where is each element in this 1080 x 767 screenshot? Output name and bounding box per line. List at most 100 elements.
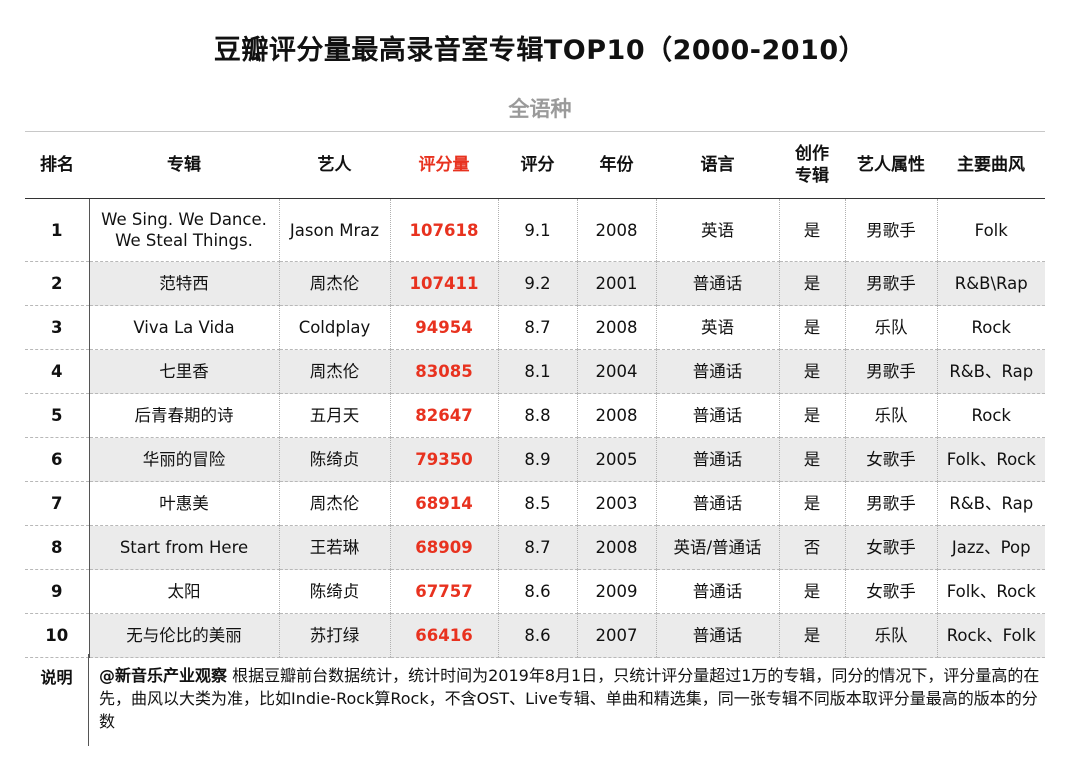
album-title-line1: 范特西 [159, 274, 209, 293]
artist-type-cell: 乐队 [844, 613, 937, 658]
rank-cell: 2 [25, 261, 90, 306]
header-original-line2: 专辑 [795, 166, 829, 186]
rating-count-cell: 79350 [389, 437, 498, 482]
album-title-line1: 叶惠美 [159, 494, 209, 513]
album-title-line1: We Sing. We Dance. [101, 210, 267, 229]
language-cell: 普通话 [655, 349, 779, 394]
artist-type-cell: 乐队 [844, 393, 937, 438]
year-cell: 2008 [576, 305, 656, 350]
rank-cell: 6 [25, 437, 90, 482]
rank-cell: 8 [25, 525, 90, 570]
table-row: 7 叶惠美 周杰伦 68914 8.5 2003 普通话是男歌手 R&B、Rap [25, 481, 1045, 526]
album-cell: 华丽的冒险 [88, 437, 279, 482]
artist-cell: 陈绮贞 [278, 437, 390, 482]
artist-cell: 周杰伦 [278, 261, 390, 306]
original-cell: 是 [778, 613, 845, 658]
genre-cell: R&B、Rap [936, 481, 1045, 526]
artist-type-cell: 男歌手 [844, 349, 937, 394]
table-row: 5 后青春期的诗 五月天 82647 8.8 2008 普通话是乐队 Rock [25, 393, 1045, 438]
language-cell: 普通话 [655, 481, 779, 526]
header-rating-count: 评分量 [390, 132, 498, 199]
rating-count-cell: 82647 [389, 393, 498, 438]
genre-cell: R&B\Rap [936, 261, 1045, 306]
original-cell: 是 [778, 481, 845, 526]
artist-cell: 苏打绿 [278, 613, 390, 658]
table-row: 8 Start from Here 王若琳 68909 8.7 2008 英语/普通话否女歌… [25, 525, 1045, 570]
header-original: 创作 专辑 [779, 132, 845, 199]
original-cell: 是 [778, 349, 845, 394]
header-album: 专辑 [89, 132, 279, 199]
original-cell: 是 [778, 261, 845, 306]
language-cell: 普通话 [655, 613, 779, 658]
rank-cell: 5 [25, 393, 90, 438]
language-cell: 英语 [655, 198, 779, 262]
original-cell: 是 [778, 569, 845, 614]
page-subtitle: 全语种 [508, 97, 572, 121]
artist-type-cell: 男歌手 [844, 481, 937, 526]
header-artist-type: 艺人属性 [845, 132, 937, 199]
artist-type-cell: 男歌手 [844, 261, 937, 306]
top-divider [25, 131, 1045, 132]
rating-count-cell: 107618 [389, 198, 498, 262]
rating-count-cell: 83085 [389, 349, 498, 394]
header-score: 评分 [498, 132, 577, 199]
table-row: 1 We Sing. We Dance. We Steal Things. Jason… [25, 198, 1045, 262]
table-row: 3 Viva La Vida Coldplay 94954 8.7 2008 英语是乐队 Ro… [25, 305, 1045, 350]
artist-type-cell: 男歌手 [844, 198, 937, 262]
language-cell: 普通话 [655, 437, 779, 482]
artist-cell: 五月天 [278, 393, 390, 438]
album-cell: We Sing. We Dance. We Steal Things. [88, 198, 279, 262]
artist-cell: 王若琳 [278, 525, 390, 570]
table-row: 10 无与伦比的美丽 苏打绿 66416 8.6 2007 普通话是乐队 Rock、Folk [25, 613, 1045, 658]
rating-count-cell: 67757 [389, 569, 498, 614]
score-cell: 8.7 [497, 525, 577, 570]
album-cell: 叶惠美 [88, 481, 279, 526]
score-cell: 8.7 [497, 305, 577, 350]
genre-cell: Rock、Folk [936, 613, 1045, 658]
note-text: @新音乐产业观察 根据豆瓣前台数据统计，统计时间为2019年8月1日，只统计评分… [89, 654, 1045, 746]
score-cell: 9.2 [497, 261, 577, 306]
table-row: 4 七里香 周杰伦 83085 8.1 2004 普通话是男歌手 R&B、Rap [25, 349, 1045, 394]
year-cell: 2008 [576, 393, 656, 438]
language-cell: 普通话 [655, 261, 779, 306]
header-original-line1: 创作 [795, 144, 829, 164]
artist-cell: Jason Mraz [278, 198, 390, 262]
score-cell: 8.5 [497, 481, 577, 526]
note-body: 根据豆瓣前台数据统计，统计时间为2019年8月1日，只统计评分量超过1万的专辑，… [99, 666, 1040, 731]
note-section: 说明 @新音乐产业观察 根据豆瓣前台数据统计，统计时间为2019年8月1日，只统… [25, 654, 1045, 746]
year-cell: 2003 [576, 481, 656, 526]
album-title-line1: 后青春期的诗 [134, 406, 234, 425]
album-title-line2: We Steal Things. [115, 231, 253, 250]
rank-cell: 9 [25, 569, 90, 614]
note-label: 说明 [25, 654, 89, 746]
rating-count-cell: 94954 [389, 305, 498, 350]
album-cell: Viva La Vida [88, 305, 279, 350]
table-row: 9 太阳 陈绮贞 67757 8.6 2009 普通话是女歌手 Folk、Rock [25, 569, 1045, 614]
album-title-line1: 太阳 [167, 582, 201, 601]
artist-cell: 陈绮贞 [278, 569, 390, 614]
original-cell: 否 [778, 525, 845, 570]
album-title-line1: 无与伦比的美丽 [126, 626, 242, 645]
artist-cell: Coldplay [278, 305, 390, 350]
original-cell: 是 [778, 437, 845, 482]
rating-count-cell: 68909 [389, 525, 498, 570]
album-cell: Start from Here [88, 525, 279, 570]
genre-cell: Folk、Rock [936, 569, 1045, 614]
language-cell: 英语/普通话 [655, 525, 779, 570]
score-cell: 8.8 [497, 393, 577, 438]
header-genre: 主要曲风 [937, 132, 1045, 199]
artist-cell: 周杰伦 [278, 481, 390, 526]
original-cell: 是 [778, 198, 845, 262]
genre-cell: Rock [936, 305, 1045, 350]
note-source: @新音乐产业观察 [99, 666, 228, 685]
year-cell: 2009 [576, 569, 656, 614]
rating-count-cell: 68914 [389, 481, 498, 526]
album-title-line1: 七里香 [159, 362, 209, 381]
artist-type-cell: 乐队 [844, 305, 937, 350]
year-cell: 2001 [576, 261, 656, 306]
album-cell: 无与伦比的美丽 [88, 613, 279, 658]
album-cell: 七里香 [88, 349, 279, 394]
genre-cell: Folk、Rock [936, 437, 1045, 482]
header-language: 语言 [656, 132, 779, 199]
header-rank: 排名 [25, 132, 89, 199]
